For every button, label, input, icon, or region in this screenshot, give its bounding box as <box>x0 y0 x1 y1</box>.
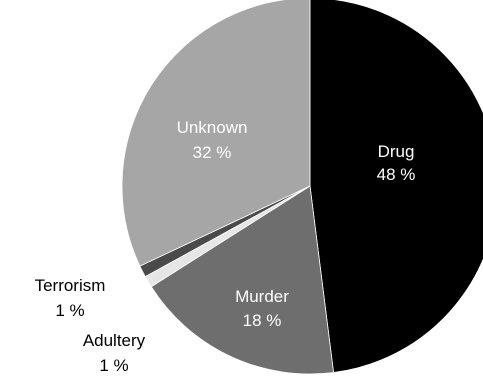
slice-label-murder: Murder <box>235 287 289 306</box>
slice-label-unknown: Unknown <box>177 118 248 137</box>
slice-value-murder: 18 % <box>243 311 282 330</box>
pie-slice-drug <box>309 0 483 373</box>
slice-value-drug: 48 % <box>377 165 416 184</box>
pie-labels: Drug 48 % Murder 18 % Adultery 1 % Terro… <box>35 118 416 375</box>
pie-slice-murder <box>150 185 335 375</box>
pie-slices <box>121 0 483 375</box>
slice-value-unknown: 32 % <box>193 143 232 162</box>
slice-value-terrorism: 1 % <box>55 301 84 320</box>
slice-value-adultery: 1 % <box>99 356 128 375</box>
pie-slice-unknown <box>121 0 311 267</box>
slice-label-drug: Drug <box>378 142 415 161</box>
slice-label-terrorism: Terrorism <box>35 276 106 295</box>
slice-label-adultery: Adultery <box>83 331 146 350</box>
